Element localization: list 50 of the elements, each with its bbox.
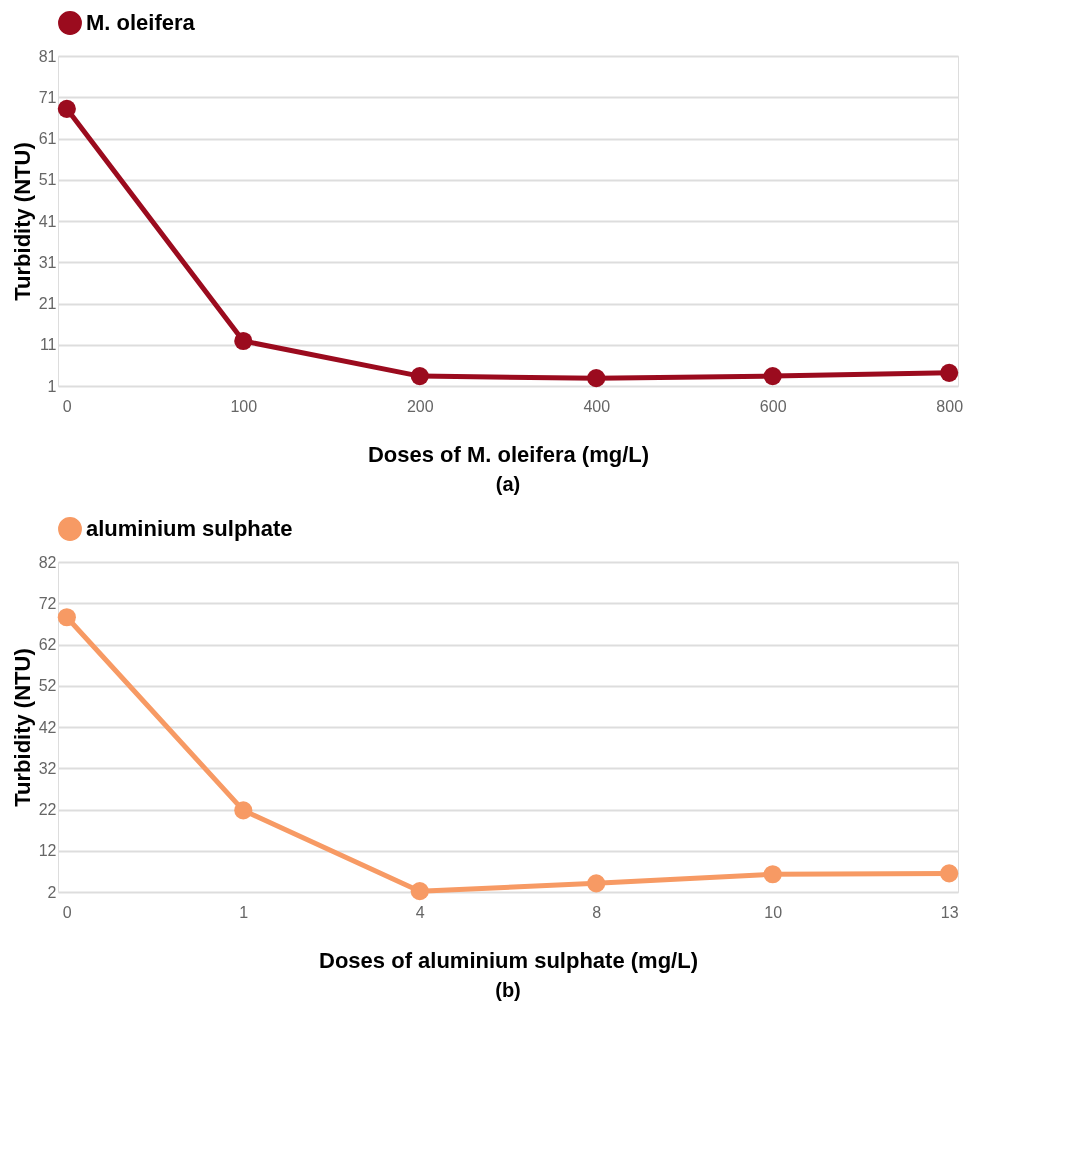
x-tick-label: 10 (764, 903, 783, 921)
x-tick-label: 400 (583, 397, 611, 415)
point (410, 882, 429, 901)
legend-label: aluminium sulphate (86, 516, 293, 541)
point (234, 331, 253, 351)
x-axis-title: Doses of M. oleifera (mg/L) (367, 441, 650, 467)
point (57, 99, 76, 118)
x-axis-title: Doses of aluminium sulphate (mg/L) (319, 947, 698, 973)
x-tick-label: 0 (62, 903, 72, 921)
point (587, 874, 606, 893)
point (763, 367, 782, 386)
y-tick-label: 22 (38, 801, 57, 818)
x-tick-label: 200 (406, 397, 434, 415)
point (940, 363, 959, 382)
y-tick-label: 72 (38, 594, 57, 612)
y-tick-label: 82 (38, 553, 57, 571)
y-tick-label: 61 (38, 130, 57, 147)
y-axis-title: Turbidity (NTU) (9, 142, 35, 301)
y-tick-label: 52 (38, 677, 57, 695)
y-tick-label: 71 (38, 88, 57, 106)
y-tick-label: 1 (47, 377, 57, 395)
y-axis-title: Turbidity (NTU) (9, 648, 35, 807)
x-tick-label: 800 (936, 397, 964, 415)
point (940, 864, 959, 883)
point (234, 801, 253, 820)
y-tick-label: 51 (38, 171, 57, 189)
text: (a) (495, 473, 521, 495)
point (57, 608, 76, 627)
x-tick-label: 100 (230, 397, 258, 415)
x-tick-label: 4 (415, 903, 425, 921)
y-tick-label: 12 (38, 842, 57, 860)
x-tick-label: 8 (592, 903, 602, 921)
x-tick-label: 600 (759, 397, 787, 415)
point (763, 865, 782, 884)
text: (b) (495, 979, 521, 1001)
y-tick-label: 81 (38, 47, 57, 65)
y-tick-label: 2 (47, 883, 57, 901)
y-tick-label: 21 (38, 295, 57, 312)
y-tick-label: 11 (39, 336, 57, 354)
legend-label: M. oleifera (86, 10, 196, 35)
point (587, 369, 606, 388)
y-tick-label: 32 (38, 759, 57, 777)
y-tick-label: 31 (38, 253, 57, 271)
x-tick-label: 13 (940, 903, 959, 921)
x-tick-label: 0 (62, 397, 72, 415)
y-tick-label: 62 (38, 636, 57, 653)
point (410, 367, 429, 386)
x-tick-label: 1 (239, 903, 249, 921)
y-tick-label: 42 (38, 718, 57, 736)
y-tick-label: 41 (38, 212, 57, 230)
